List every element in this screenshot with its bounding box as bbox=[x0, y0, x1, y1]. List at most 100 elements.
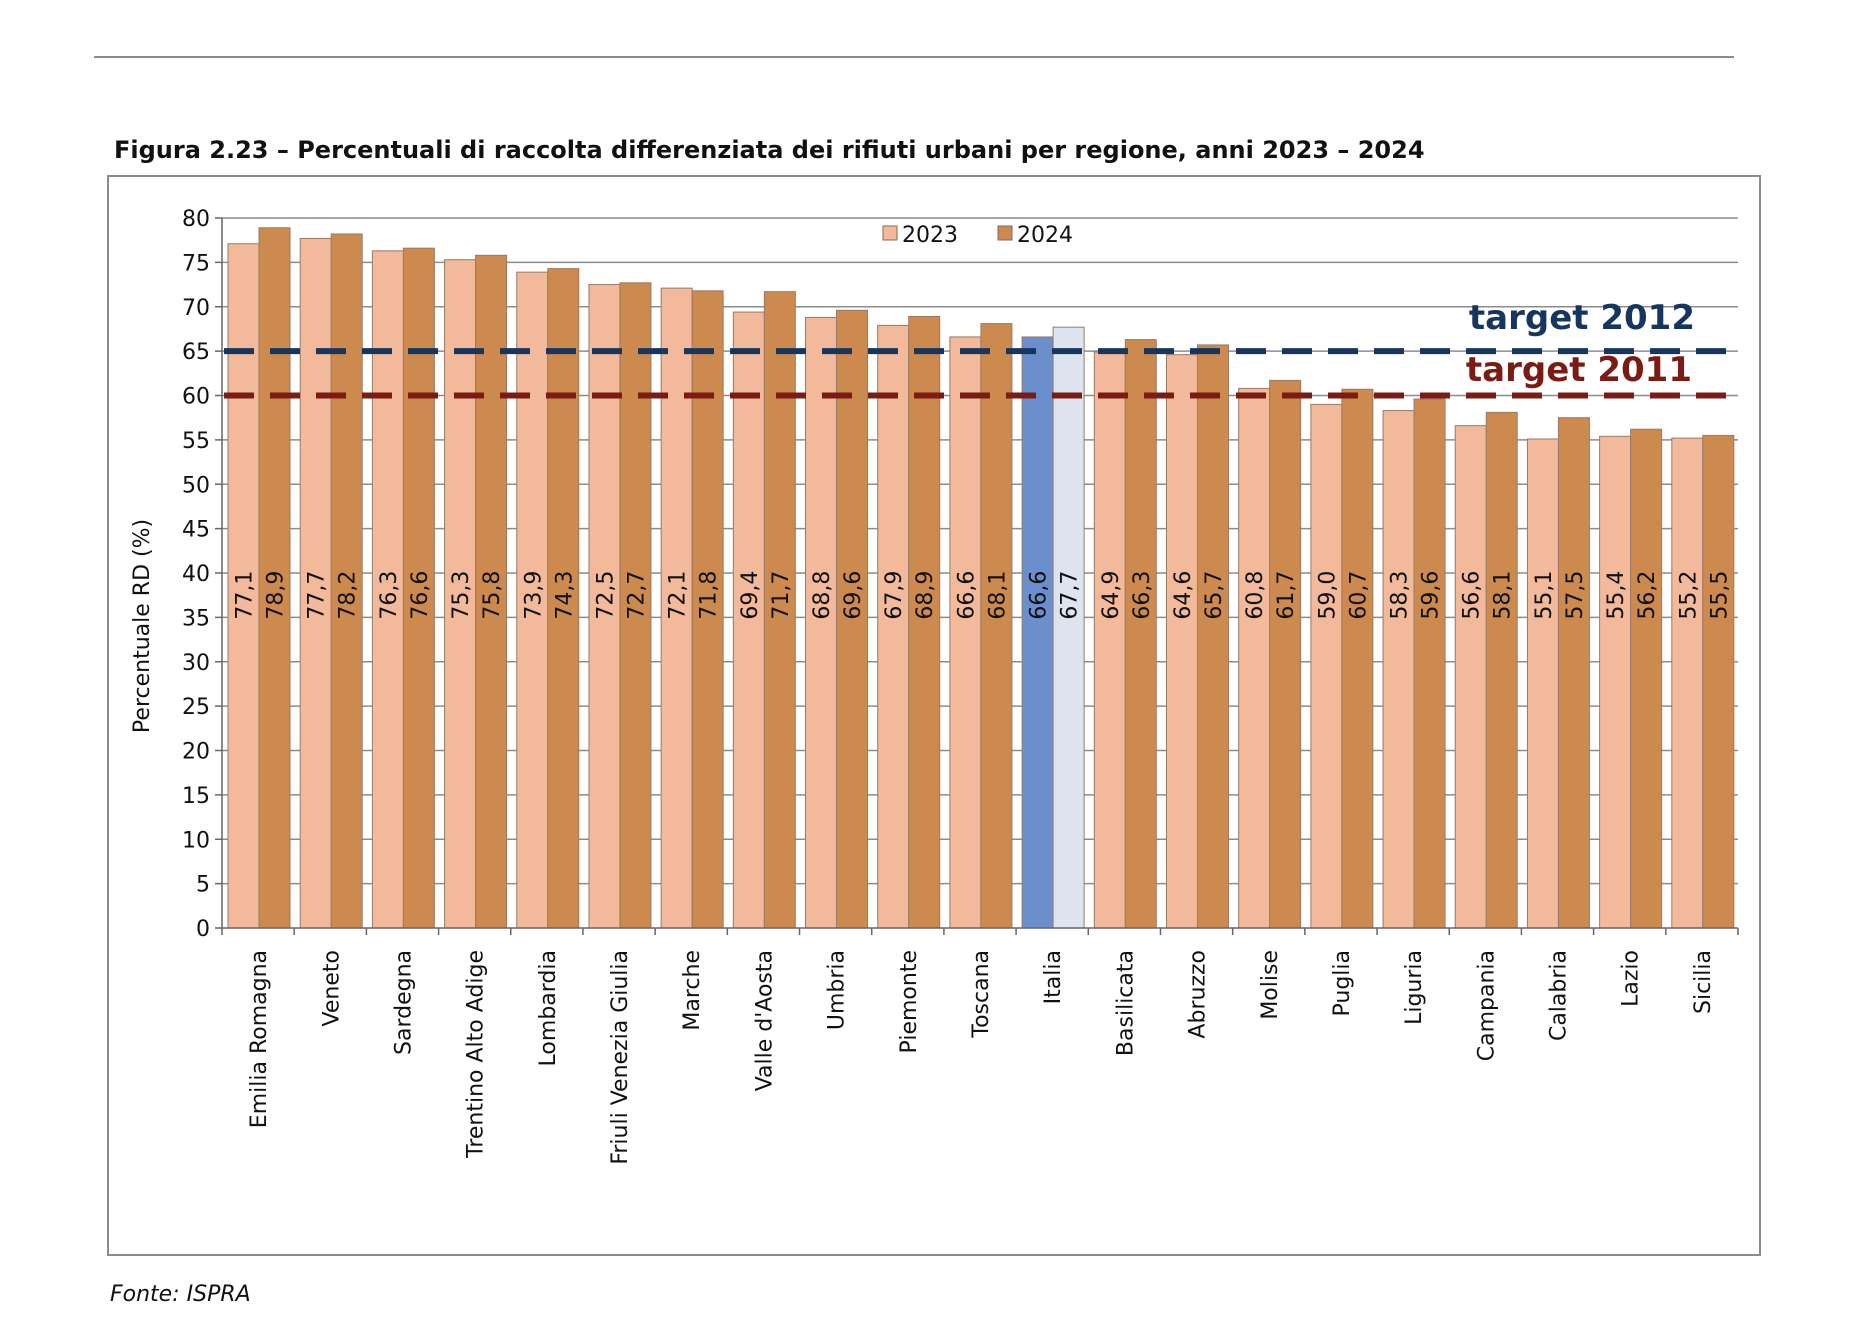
bar-2023 bbox=[1599, 435, 1632, 929]
bar-2023 bbox=[1093, 351, 1126, 929]
value-label-2023: 60,8 bbox=[1243, 571, 1268, 620]
y-tick-label: 40 bbox=[182, 562, 210, 587]
x-tick-label: Calabria bbox=[1547, 950, 1572, 1041]
value-label-2023: 67,9 bbox=[882, 571, 907, 620]
value-label-2024: 65,7 bbox=[1202, 571, 1227, 620]
value-label-2024: 68,1 bbox=[985, 571, 1010, 620]
x-tick-label: Sardegna bbox=[391, 950, 416, 1055]
bar-2024 bbox=[1485, 411, 1518, 929]
value-label-2023: 72,5 bbox=[593, 571, 618, 620]
value-labels: 77,1 78,9 77,7 78,2 76,3 76,6 75,3 75,8 73,9 74,3… bbox=[233, 571, 1733, 620]
y-tick-label: 45 bbox=[182, 518, 210, 543]
bar-2023 bbox=[1165, 354, 1198, 929]
value-label-2024: 61,7 bbox=[1274, 571, 1299, 620]
figure-title: Figura 2.23 – Percentuali di raccolta di… bbox=[114, 136, 1425, 164]
y-axis-label: Percentuale RD (%) bbox=[130, 519, 155, 733]
value-label-2023: 73,9 bbox=[521, 571, 546, 620]
y-tick-label: 80 bbox=[182, 207, 210, 232]
value-label-2023: 58,3 bbox=[1388, 571, 1413, 620]
y-tick-label: 0 bbox=[196, 917, 210, 942]
value-label-2023: 55,4 bbox=[1604, 571, 1629, 620]
axes bbox=[215, 217, 1739, 935]
x-tick-label: Umbria bbox=[825, 950, 850, 1030]
bar-2024 bbox=[980, 323, 1013, 929]
x-tick-label: Lazio bbox=[1619, 950, 1644, 1007]
value-label-2024: 78,2 bbox=[336, 571, 361, 620]
value-label-2023: 77,1 bbox=[233, 571, 258, 620]
bar-2023 bbox=[1382, 410, 1415, 929]
bar-2024 bbox=[1702, 434, 1735, 929]
x-tick-label: Italia bbox=[1041, 950, 1066, 1004]
x-tick-label: Molise bbox=[1258, 950, 1283, 1020]
bar-2024 bbox=[1557, 417, 1590, 929]
x-tick-labels: Emilia Romagna Veneto Sardegna Trentino Alt… bbox=[247, 950, 1716, 1165]
value-label-2023: 66,6 bbox=[1027, 571, 1052, 620]
value-label-2023: 68,8 bbox=[810, 571, 835, 620]
bar-2023 bbox=[1454, 425, 1487, 929]
legend: 2023 2024 bbox=[882, 223, 1073, 248]
y-tick-label: 65 bbox=[182, 340, 210, 365]
value-label-2024: 75,8 bbox=[480, 571, 505, 620]
bar-2023 bbox=[588, 284, 621, 929]
source-note: Fonte: ISPRA bbox=[110, 1282, 251, 1307]
bar-2023 bbox=[227, 243, 260, 929]
bar-2023 bbox=[732, 311, 765, 929]
x-tick-label: Campania bbox=[1474, 950, 1499, 1061]
bar-2024 bbox=[836, 309, 869, 929]
value-label-2023: 59,0 bbox=[1315, 571, 1340, 620]
legend-label-2023: 2023 bbox=[902, 223, 958, 248]
bar-2023 bbox=[1021, 336, 1054, 929]
bar-2023 bbox=[1526, 438, 1559, 929]
y-tick-label: 70 bbox=[182, 296, 210, 321]
y-tick-label: 30 bbox=[182, 651, 210, 676]
value-label-2023: 64,9 bbox=[1099, 571, 1124, 620]
x-tick-label: Puglia bbox=[1330, 950, 1355, 1017]
bar-2024 bbox=[1630, 428, 1663, 929]
bar-2023 bbox=[949, 336, 982, 929]
x-tick-label: Friuli Venezia Giulia bbox=[608, 950, 633, 1165]
value-label-2023: 69,4 bbox=[738, 571, 763, 620]
x-tick-label: Marche bbox=[680, 950, 705, 1031]
bars bbox=[227, 227, 1735, 929]
value-label-2024: 59,6 bbox=[1419, 571, 1444, 620]
y-tick-labels: 0 5 10 15 20 25 30 35 40 45 50 55 60 65 70 75 80 bbox=[182, 207, 210, 942]
bar-2024 bbox=[1269, 379, 1302, 929]
bar-2023 bbox=[877, 324, 910, 929]
x-tick-label: Liguria bbox=[1402, 950, 1427, 1025]
bar-2023 bbox=[1238, 387, 1271, 929]
x-tick-label: Lombardia bbox=[536, 950, 561, 1066]
value-label-2023: 55,2 bbox=[1676, 571, 1701, 620]
value-label-2023: 77,7 bbox=[305, 571, 330, 620]
value-label-2024: 56,2 bbox=[1635, 571, 1660, 620]
value-label-2024: 68,9 bbox=[913, 571, 938, 620]
reference-label-target-2011: target 2011 bbox=[1466, 350, 1692, 390]
bar-2024 bbox=[1052, 326, 1085, 929]
y-tick-label: 35 bbox=[182, 606, 210, 631]
y-tick-label: 5 bbox=[196, 873, 210, 898]
value-label-2024: 58,1 bbox=[1491, 571, 1516, 620]
bar-2023 bbox=[1310, 403, 1343, 929]
x-tick-label: Basilicata bbox=[1113, 950, 1138, 1056]
value-label-2023: 64,6 bbox=[1171, 571, 1196, 620]
bar-2024 bbox=[1341, 388, 1374, 929]
value-label-2024: 55,5 bbox=[1707, 571, 1732, 620]
x-tick-label: Abruzzo bbox=[1186, 950, 1211, 1039]
legend-swatch-2024 bbox=[997, 225, 1013, 241]
y-tick-label: 25 bbox=[182, 695, 210, 720]
x-tick-label: Sicilia bbox=[1691, 950, 1716, 1014]
legend-label-2024: 2024 bbox=[1017, 223, 1073, 248]
y-tick-label: 60 bbox=[182, 385, 210, 410]
value-label-2024: 60,7 bbox=[1346, 571, 1371, 620]
reference-label-target-2012: target 2012 bbox=[1469, 298, 1695, 338]
bar-2023 bbox=[1671, 437, 1704, 929]
bar-2024 bbox=[547, 268, 580, 929]
value-label-2024: 76,6 bbox=[408, 571, 433, 620]
value-label-2023: 76,3 bbox=[377, 571, 402, 620]
value-label-2024: 74,3 bbox=[552, 571, 577, 620]
bar-2024 bbox=[1124, 339, 1157, 929]
bar-2024 bbox=[1196, 344, 1229, 929]
value-label-2023: 72,1 bbox=[666, 571, 691, 620]
value-label-2024: 78,9 bbox=[264, 571, 289, 620]
y-tick-label: 50 bbox=[182, 473, 210, 498]
